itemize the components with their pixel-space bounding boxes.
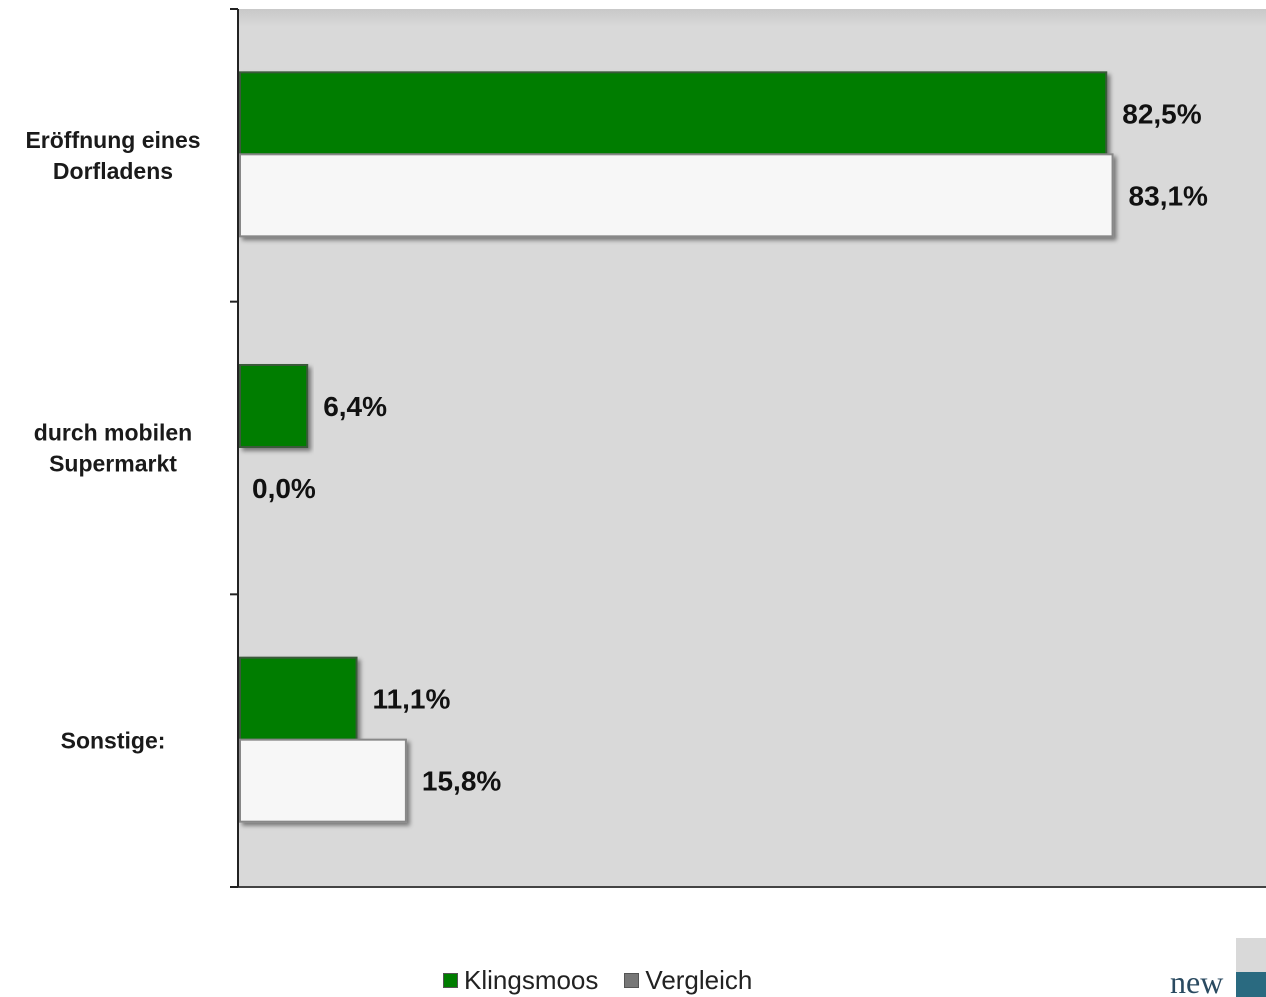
legend-item-vergleich: Vergleich bbox=[624, 965, 752, 996]
category-label-mobiler-supermarkt: durch mobilen Supermarkt bbox=[34, 420, 192, 477]
value-label-klingsmoos-mobiler-supermarkt: 6,4% bbox=[323, 391, 387, 422]
logo-text: new bbox=[1170, 964, 1224, 997]
category-labels: Eröffnung eines Dorfladens durch mobilen Su… bbox=[25, 127, 200, 754]
category-label-line: Dorfladens bbox=[53, 158, 173, 184]
logo-mark-icon bbox=[1236, 972, 1266, 997]
bar-klingsmoos-mobiler-supermarkt bbox=[239, 364, 309, 448]
bars-group: 82,5% 83,1% 6,4% 0,0% 11,1% 15,8% bbox=[239, 71, 1208, 823]
category-label-line: durch mobilen bbox=[34, 420, 192, 446]
legend-swatch-klingsmoos bbox=[443, 972, 458, 988]
category-label-line: Sonstige: bbox=[61, 728, 166, 754]
legend-label-vergleich: Vergleich bbox=[645, 964, 753, 995]
category-label-line: Supermarkt bbox=[49, 451, 177, 477]
category-label-sonstige: Sonstige: bbox=[61, 728, 166, 754]
legend-label-klingsmoos: Klingsmoos bbox=[464, 964, 599, 995]
value-label-vergleich-mobiler-supermarkt: 0,0% bbox=[252, 473, 316, 504]
category-label-dorfladen: Eröffnung eines Dorfladens bbox=[25, 127, 200, 184]
legend-item-klingsmoos: Klingsmoos bbox=[443, 965, 598, 996]
bar-klingsmoos-sonstige bbox=[239, 656, 358, 741]
category-label-line: Eröffnung eines bbox=[25, 127, 200, 153]
value-label-klingsmoos-dorfladen: 82,5% bbox=[1122, 98, 1201, 129]
legend-swatch-vergleich bbox=[624, 972, 640, 988]
bar-klingsmoos-dorfladen bbox=[239, 71, 1108, 156]
value-label-vergleich-dorfladen: 83,1% bbox=[1129, 180, 1208, 211]
bar-vergleich-sonstige bbox=[239, 738, 407, 823]
value-label-klingsmoos-sonstige: 11,1% bbox=[373, 684, 451, 715]
company-logo: new bbox=[1168, 938, 1266, 997]
axis-ticks bbox=[230, 8, 238, 888]
value-label-vergleich-sonstige: 15,8% bbox=[422, 766, 501, 797]
legend: Klingsmoos Vergleich bbox=[443, 963, 752, 997]
bar-vergleich-dorfladen bbox=[239, 153, 1114, 238]
